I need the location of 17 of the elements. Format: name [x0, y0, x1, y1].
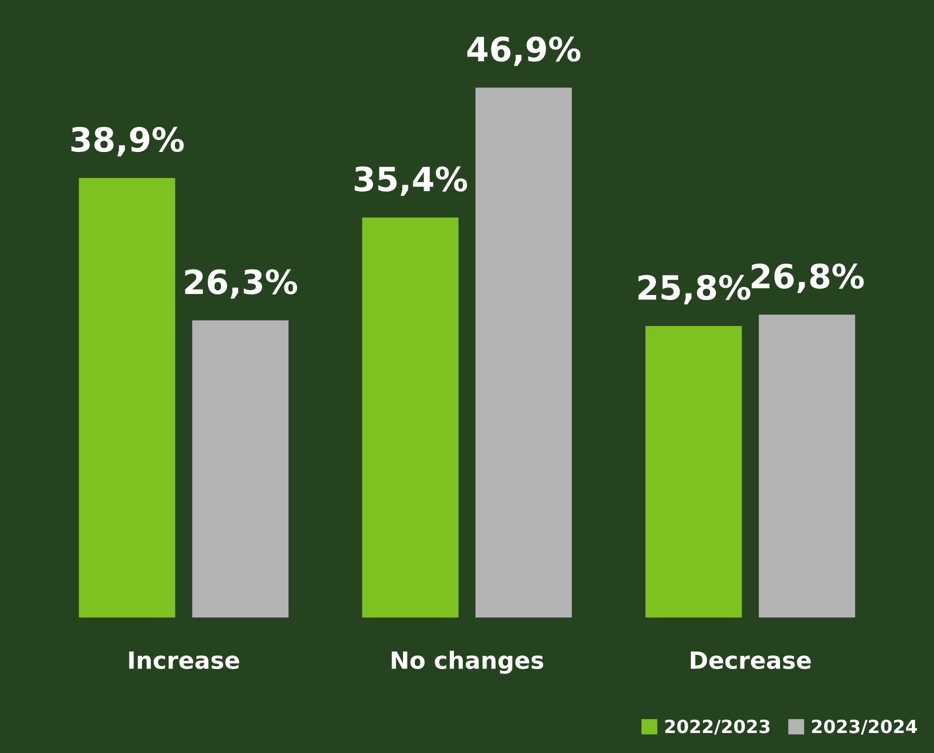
bar [78, 178, 176, 618]
bar [476, 88, 572, 618]
data-label: 26,8% [752, 264, 864, 294]
x-tick-label: Decrease [690, 652, 811, 670]
x-tick-label: Increase [129, 652, 240, 670]
data-label: 38,9% [71, 126, 184, 156]
bar [645, 326, 742, 618]
bar [192, 320, 289, 618]
bar [362, 218, 458, 618]
data-label: 26,3% [185, 269, 298, 299]
legend-label: 2022/2023 [665, 720, 770, 735]
data-label: 46,9% [467, 36, 580, 66]
legend-label: 2023/2024 [812, 720, 917, 735]
bar [758, 314, 856, 618]
data-label: 35,4% [354, 166, 468, 196]
x-tick-label: No changes [392, 650, 544, 674]
data-label: 25,8% [638, 274, 750, 304]
